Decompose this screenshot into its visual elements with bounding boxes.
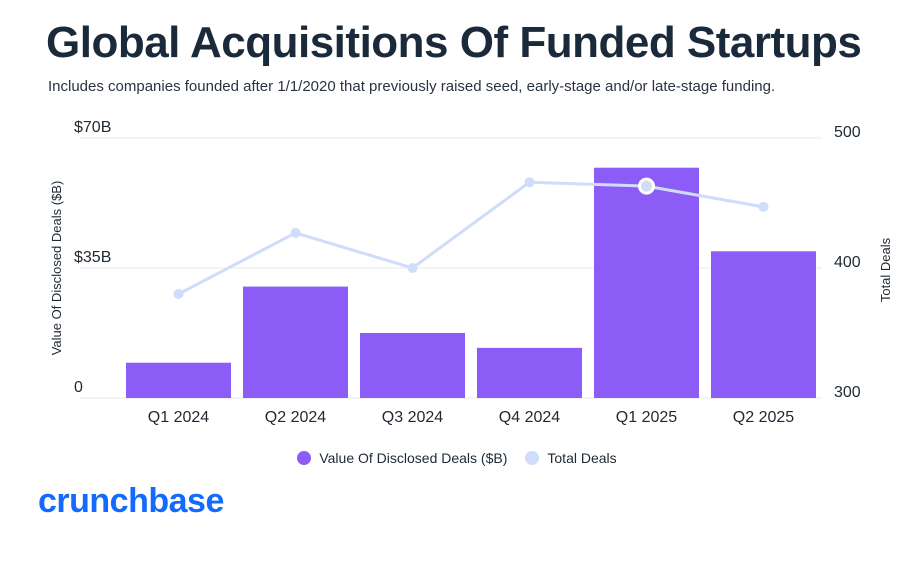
chart-subtitle: Includes companies founded after 1/1/202…: [48, 78, 776, 95]
legend-swatch-deals: [525, 451, 540, 465]
x-tick-label: Q3 2024: [382, 409, 443, 426]
chart-title: Global Acquisitions Of Funded Startups: [46, 18, 862, 67]
line-series: [173, 177, 769, 299]
bar-series: [126, 167, 816, 398]
line-point: [758, 201, 769, 212]
y2-tick-label: 300: [834, 384, 861, 401]
y-tick-label: $35B: [74, 249, 111, 266]
y2-axis-title: Total Deals: [878, 237, 893, 302]
bar: [711, 251, 816, 398]
axis-ticks: 0 $35B $70B 300 400 500 Q1 2024 Q2 2024 Q3 2024 Q…: [74, 119, 861, 426]
bar: [594, 167, 699, 398]
bar: [360, 333, 465, 398]
y-tick-label: 0: [74, 379, 83, 396]
legend-item-deals: Total Deals: [525, 450, 617, 466]
line-point: [524, 177, 535, 188]
legend-swatch-value: [297, 451, 312, 465]
y2-tick-label: 400: [834, 254, 861, 271]
y-axis-title: Value Of Disclosed Deals ($B): [49, 181, 64, 356]
bar: [243, 286, 348, 398]
legend-label-deals: Total Deals: [547, 450, 617, 466]
x-tick-label: Q1 2025: [616, 409, 677, 426]
line-point: [407, 263, 418, 273]
x-tick-label: Q2 2025: [733, 409, 794, 426]
y-tick-label: $70B: [74, 119, 111, 136]
bar: [477, 347, 582, 398]
line-path: [177, 180, 764, 296]
legend-label-value: Value Of Disclosed Deals ($B): [319, 450, 508, 466]
x-tick-label: Q1 2024: [148, 409, 209, 426]
legend: Value Of Disclosed Deals ($B) Total Deal…: [0, 450, 914, 466]
x-tick-label: Q4 2024: [499, 409, 560, 426]
legend-item-value: Value Of Disclosed Deals ($B): [297, 450, 507, 466]
line-point: [173, 289, 184, 299]
line-point: [290, 227, 301, 238]
bar: [126, 362, 231, 398]
line-point-highlight[interactable]: [638, 177, 655, 195]
crunchbase-logo[interactable]: crunchbase: [38, 482, 224, 520]
x-tick-label: Q2 2024: [265, 409, 326, 426]
y2-tick-label: 500: [834, 124, 861, 141]
